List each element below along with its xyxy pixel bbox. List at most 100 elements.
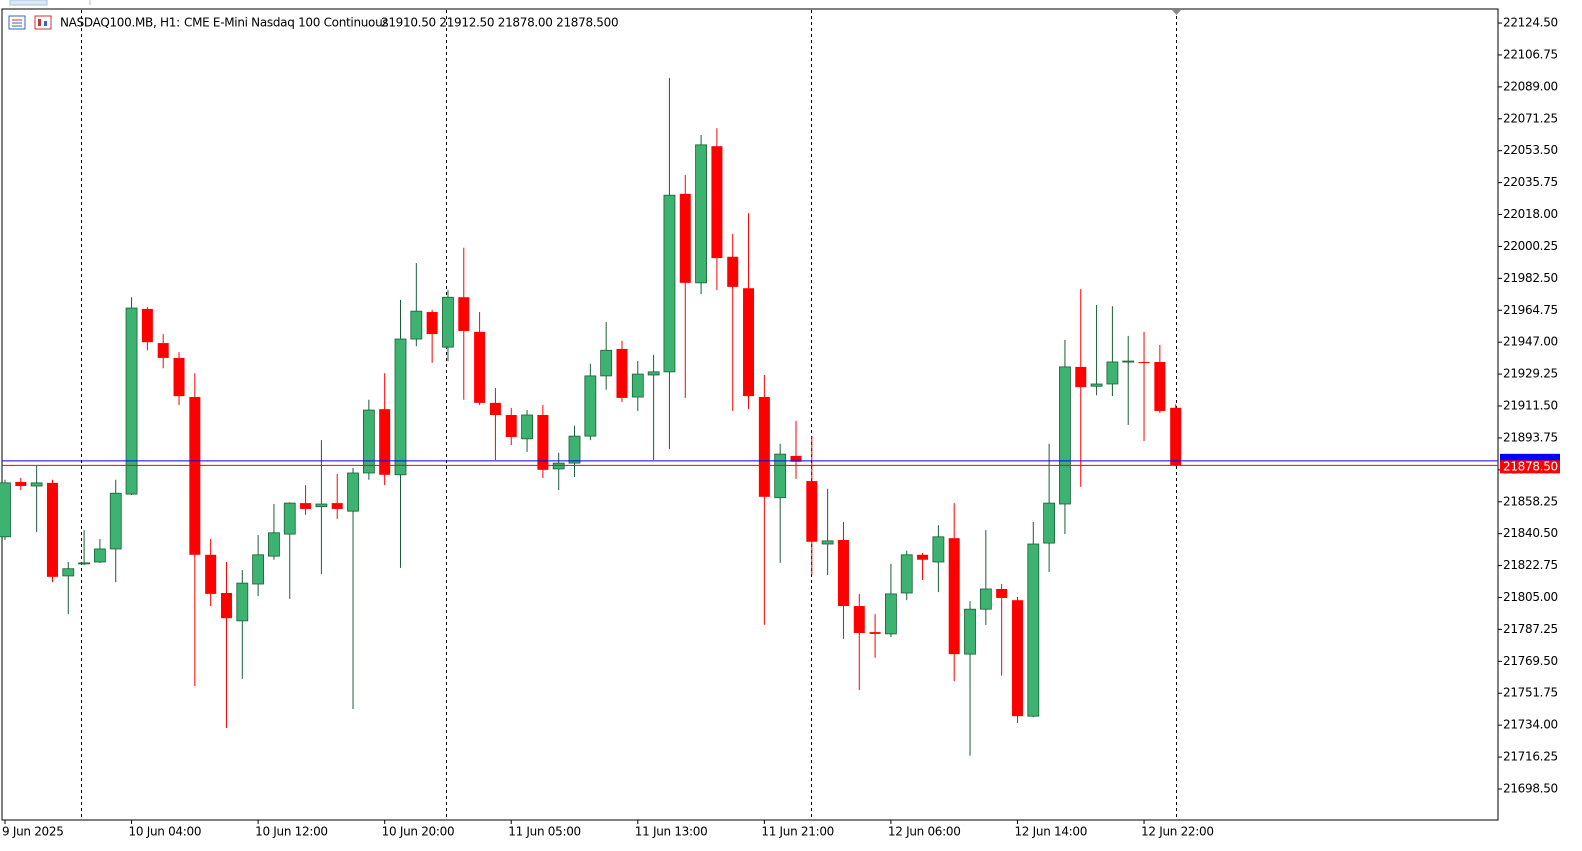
- candle-body: [1090, 383, 1103, 387]
- candle-body: [300, 503, 312, 509]
- candle-body: [125, 307, 138, 495]
- candle-body: [1154, 361, 1166, 411]
- candle-body: [205, 554, 217, 594]
- header-icons: [8, 15, 52, 30]
- candle-body: [996, 588, 1008, 598]
- candle-body: [806, 481, 818, 542]
- icon-bar: [44, 21, 47, 26]
- candle-body: [600, 349, 613, 377]
- candle-body: [236, 582, 249, 622]
- y-tick-label: 22035.75: [1503, 175, 1558, 189]
- x-tick-label: 12 Jun 22:00: [1141, 825, 1214, 839]
- candle-body: [283, 502, 296, 535]
- icon-bar: [38, 19, 41, 26]
- candle-body: [774, 453, 787, 499]
- candle-body: [1075, 366, 1087, 388]
- y-tick-label: 21734.00: [1503, 718, 1558, 732]
- y-tick-label: 22089.00: [1503, 79, 1558, 93]
- candle-body: [885, 593, 897, 635]
- y-tick-label: 21893.75: [1503, 430, 1558, 444]
- candle-body: [1043, 502, 1056, 544]
- candle-body: [1059, 366, 1071, 505]
- candle-body: [711, 146, 723, 259]
- candle-body: [1170, 407, 1182, 466]
- x-tick-label: 9 Jun 2025: [2, 825, 64, 839]
- y-tick-label: 21858.25: [1503, 494, 1558, 508]
- candle-body: [743, 288, 755, 397]
- candle-body: [109, 492, 122, 550]
- tab[interactable]: [9, 0, 48, 6]
- x-tick-label: 10 Jun 04:00: [129, 825, 202, 839]
- candle-body: [758, 397, 770, 497]
- candle-body: [695, 144, 707, 284]
- description: CME E-Mini Nasdaq 100 Continuous: [184, 16, 388, 30]
- candle-body: [410, 310, 423, 340]
- x-tick-label: 11 Jun 05:00: [508, 825, 581, 839]
- y-tick-label: 21964.75: [1503, 303, 1558, 317]
- x-tick-label: 12 Jun 06:00: [888, 825, 961, 839]
- x-tick-label: 10 Jun 12:00: [255, 825, 328, 839]
- candle-body: [837, 539, 849, 607]
- candle-body: [552, 462, 565, 470]
- candle-body: [379, 409, 391, 475]
- candle-body: [220, 593, 232, 619]
- candle-body: [505, 415, 517, 438]
- shift-marker[interactable]: [1172, 10, 1181, 15]
- x-tick-label: 10 Jun 20:00: [382, 825, 455, 839]
- x-tick-label: 12 Jun 14:00: [1014, 825, 1087, 839]
- candle-body: [790, 455, 802, 462]
- y-tick-label: 21982.50: [1503, 271, 1558, 285]
- candle-body: [537, 415, 549, 470]
- y-tick-label: 22053.50: [1503, 143, 1558, 157]
- candle-body: [616, 348, 628, 398]
- bid-label: 21878.50: [1503, 459, 1558, 473]
- y-tick-label: 21751.75: [1503, 686, 1558, 700]
- candle-body: [0, 482, 11, 538]
- y-tick-label: 22018.00: [1503, 207, 1558, 221]
- candle-body: [141, 308, 153, 343]
- candle-body: [679, 193, 691, 283]
- candle-body: [521, 414, 533, 440]
- symbol: NASDAQ100.MB, H1:: [60, 16, 180, 30]
- x-tick-label: 11 Jun 13:00: [635, 825, 708, 839]
- candle-body: [869, 632, 881, 634]
- candle-body: [917, 554, 929, 560]
- candle-body: [458, 297, 470, 331]
- candles: [0, 77, 1182, 756]
- candle-body: [394, 338, 407, 476]
- candle-body: [727, 256, 739, 287]
- x-tick-label: 11 Jun 21:00: [761, 825, 834, 839]
- candle-body: [173, 357, 185, 397]
- candle-body: [964, 608, 976, 655]
- candle-body: [1138, 361, 1150, 363]
- candle-body: [362, 409, 375, 474]
- candle-body: [900, 554, 913, 594]
- y-tick-label: 21822.75: [1503, 558, 1558, 572]
- y-tick-label: 22071.25: [1503, 111, 1558, 125]
- candle-body: [631, 373, 644, 398]
- y-tick-label: 21698.50: [1503, 781, 1558, 795]
- y-tick-label: 21769.50: [1503, 654, 1558, 668]
- candle-body: [1027, 543, 1040, 717]
- candle-body: [1122, 360, 1135, 363]
- candle-body: [426, 312, 438, 335]
- candle-body: [584, 375, 597, 437]
- candle-body: [62, 568, 75, 577]
- candle-body: [315, 503, 328, 508]
- candle-body: [489, 402, 501, 415]
- candle-body: [442, 296, 454, 348]
- candle-body: [853, 606, 865, 634]
- y-tick-label: 21805.00: [1503, 590, 1558, 604]
- y-tick-label: 22124.50: [1503, 16, 1558, 30]
- icon-chart[interactable]: [34, 15, 52, 30]
- candle-body: [347, 472, 359, 512]
- y-tick-label: 22000.25: [1503, 239, 1558, 253]
- y-tick-label: 21911.50: [1503, 399, 1558, 413]
- candle-body: [331, 503, 343, 509]
- candle-body: [1011, 600, 1023, 717]
- candle-body: [647, 371, 660, 376]
- y-tick-label: 21840.50: [1503, 526, 1558, 540]
- y-tick-label: 22106.75: [1503, 47, 1558, 61]
